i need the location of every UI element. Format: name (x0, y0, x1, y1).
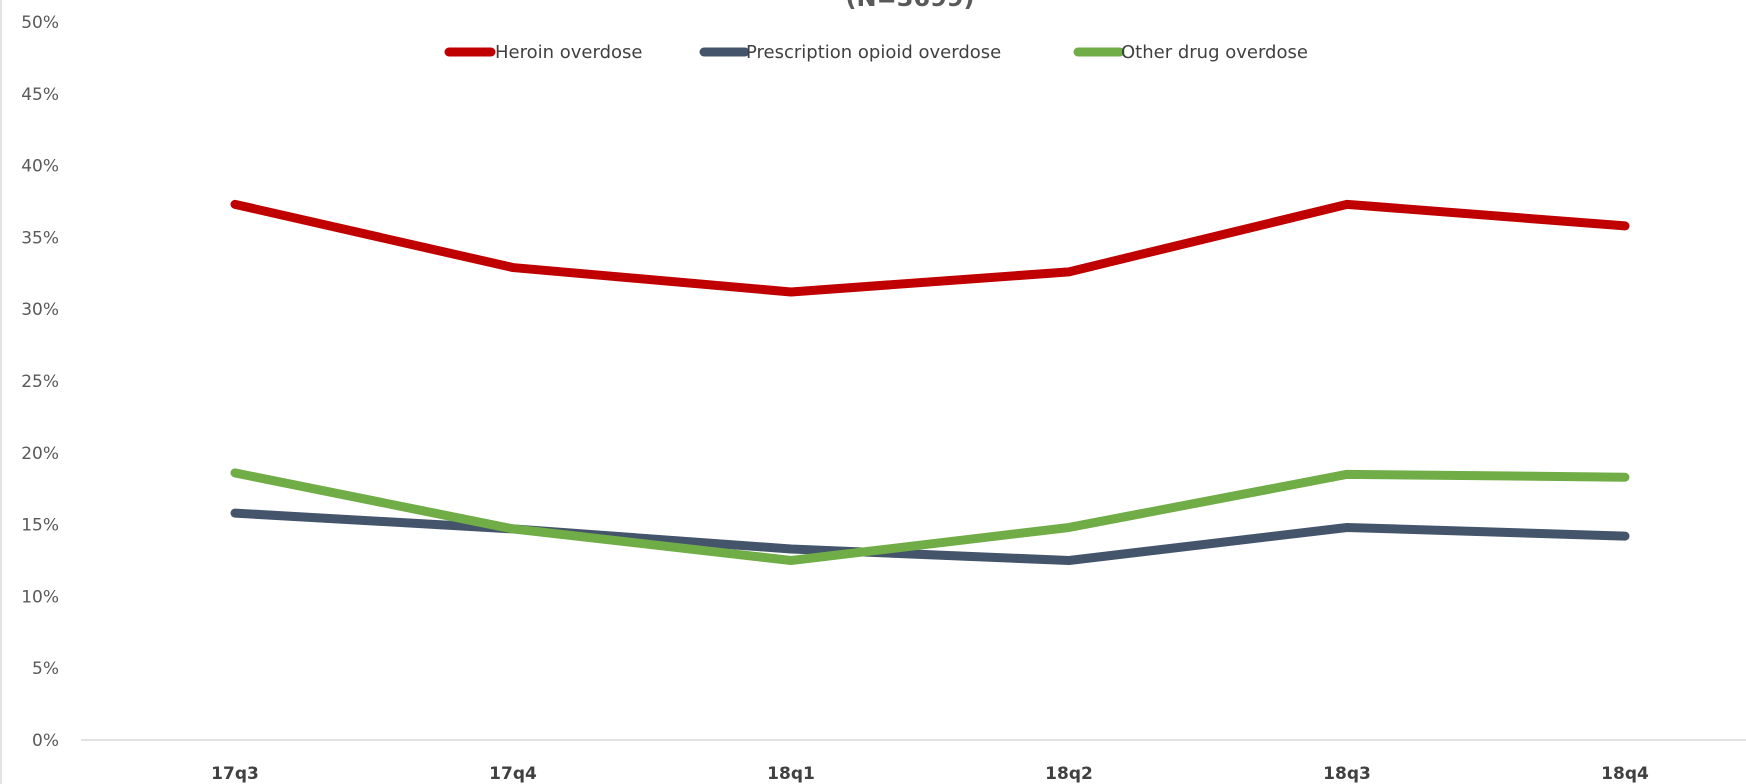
legend-label: Heroin overdose (495, 42, 642, 63)
legend-label: Prescription opioid overdose (746, 42, 1001, 63)
series-line-2 (230, 508, 1630, 565)
data-point (512, 266, 514, 269)
data-point (790, 290, 792, 293)
data-point (1624, 535, 1626, 538)
chart-title-fragment: (N=3699) (846, 0, 975, 12)
data-point (1346, 526, 1348, 529)
data-point (512, 527, 514, 530)
legend-label: Other drug overdose (1121, 42, 1308, 63)
x-tick-label: 17q3 (211, 764, 259, 784)
plot-area (230, 199, 1630, 565)
data-point (790, 548, 792, 551)
data-point (1068, 526, 1070, 529)
y-tick-label: 5% (32, 659, 59, 679)
data-point (790, 559, 792, 562)
y-tick-label: 30% (21, 300, 59, 320)
y-tick-label: 40% (21, 157, 59, 177)
x-tick-label: 17q4 (489, 764, 537, 784)
data-point (1346, 203, 1348, 206)
x-tick-label: 18q4 (1601, 764, 1649, 784)
series-line-3 (230, 468, 1630, 565)
y-tick-label: 50% (21, 13, 59, 33)
x-tick-label: 18q1 (767, 764, 815, 784)
y-tick-label: 15% (21, 516, 59, 536)
x-tick-label: 18q2 (1045, 764, 1093, 784)
x-axis: 17q3 17q4 18q1 18q2 18q3 18q4 (211, 764, 1649, 784)
y-axis: 0% 5% 10% 15% 20% 25% 30% 35% 40% 45% 50% (21, 13, 59, 751)
y-tick-label: 10% (21, 587, 59, 607)
data-point (1624, 224, 1626, 227)
y-tick-label: 0% (32, 731, 59, 751)
y-tick-label: 20% (21, 444, 59, 464)
y-tick-label: 25% (21, 372, 59, 392)
data-point (234, 512, 236, 515)
data-point (234, 203, 236, 206)
y-tick-label: 45% (21, 85, 59, 105)
x-tick-label: 18q3 (1323, 764, 1371, 784)
data-point (1068, 559, 1070, 562)
y-tick-label: 35% (21, 228, 59, 248)
data-point (234, 471, 236, 474)
legend: Heroin overdose Prescription opioid overd… (444, 42, 1308, 63)
series-line-1 (230, 199, 1630, 297)
data-point (1346, 473, 1348, 476)
data-point (1624, 476, 1626, 479)
data-point (1068, 270, 1070, 273)
